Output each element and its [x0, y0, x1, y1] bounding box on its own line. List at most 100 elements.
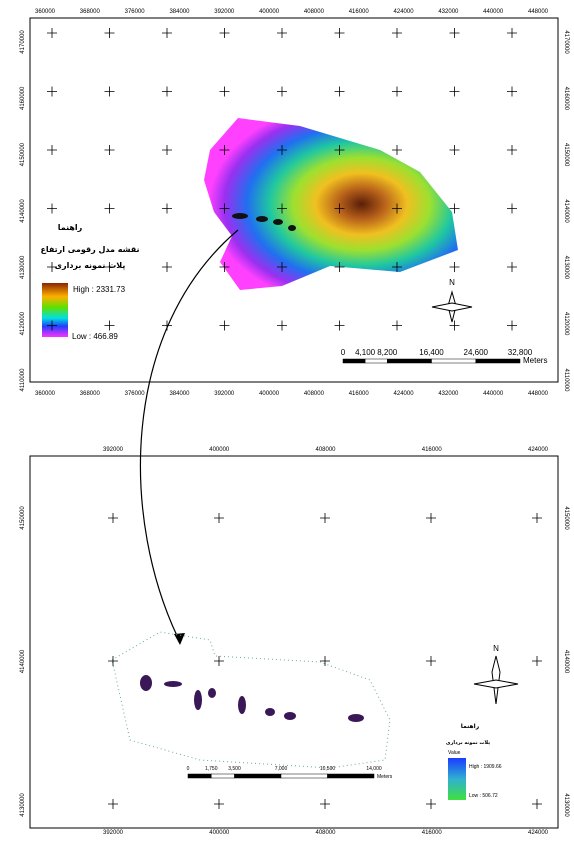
scale-segment: [211, 774, 234, 778]
x-coord-label: 448000: [528, 9, 549, 15]
y-coord-label: 4150000: [563, 143, 569, 167]
grid-cross: [392, 28, 402, 38]
grid-cross: [214, 656, 224, 666]
grid-cross: [320, 799, 330, 809]
north-label: N: [493, 644, 499, 653]
grid-cross: [214, 513, 224, 523]
grid-cross: [105, 204, 115, 214]
x-coord-label: 424000: [394, 391, 415, 397]
x-coord-label: 392000: [103, 447, 124, 453]
grid-cross: [277, 321, 287, 331]
x-coord-label: 392000: [214, 391, 235, 397]
legend-low: Low : 506.72: [469, 793, 498, 799]
y-coord-label: 4110000: [20, 368, 26, 392]
grid-cross: [532, 656, 542, 666]
grid-cross: [532, 513, 542, 523]
x-coord-label: 432000: [438, 391, 459, 397]
scale-segment: [476, 359, 520, 363]
grid-cross: [426, 513, 436, 523]
grid-cross: [507, 145, 517, 155]
x-coord-label: 416000: [349, 391, 370, 397]
x-coord-label: 424000: [528, 830, 549, 836]
page: راهنما نقشه مدل رقومی ارتفاع پلات نمونه …: [0, 0, 574, 836]
grid-cross: [108, 656, 118, 666]
grid-cross: [220, 87, 230, 97]
y-coord-label: 4170000: [563, 30, 569, 54]
y-coord-label: 4120000: [20, 311, 26, 335]
grid-cross: [335, 28, 345, 38]
scale-segment: [387, 359, 431, 363]
x-coord-label: 360000: [35, 391, 56, 397]
scale-label: 7,000: [275, 766, 288, 772]
grid-cross: [214, 799, 224, 809]
y-coord-label: 4130000: [20, 793, 26, 817]
grid-cross: [162, 28, 172, 38]
grid-cross: [392, 145, 402, 155]
scale-segment: [235, 774, 282, 778]
x-coord-label: 424000: [394, 9, 415, 15]
x-coord-label: 440000: [483, 9, 504, 15]
link-arrow: [140, 230, 238, 642]
scale-segment: [188, 774, 211, 778]
scale-label: 10,500: [320, 766, 336, 772]
y-coord-label: 4150000: [563, 506, 569, 530]
x-coord-label: 448000: [528, 391, 549, 397]
sample-plots-bottom: [140, 675, 364, 722]
bottom-frame: [30, 456, 558, 828]
grid-cross: [335, 321, 345, 331]
grid-cross: [507, 28, 517, 38]
legend-low: Low : 466.89: [72, 332, 118, 341]
scale-segment: [343, 359, 365, 363]
x-coord-label: 424000: [528, 447, 549, 453]
legend-layer: نقشه مدل رقومی ارتفاع: [40, 245, 139, 254]
y-coord-label: 4150000: [20, 506, 26, 530]
scale-label: 8,200: [377, 348, 398, 357]
grid-cross: [507, 321, 517, 331]
scale-label: 3,500: [228, 766, 241, 772]
legend-field: Value: [448, 750, 461, 756]
grid-cross: [426, 656, 436, 666]
scale-unit: Meters: [377, 774, 393, 780]
grid-cross: [320, 513, 330, 523]
legend-title: راهنما: [58, 223, 83, 232]
x-coord-label: 440000: [483, 391, 504, 397]
scale-label: 24,600: [464, 348, 489, 357]
legend-plots: پلات نمونه برداری: [55, 261, 126, 270]
grid-cross: [162, 87, 172, 97]
y-coord-label: 4160000: [20, 86, 26, 110]
grid-cross: [162, 145, 172, 155]
legend-high: High : 1909.66: [469, 764, 502, 770]
grid-cross: [105, 321, 115, 331]
grid-cross: [532, 799, 542, 809]
x-coord-label: 400000: [259, 391, 280, 397]
grid-cross: [450, 321, 460, 331]
x-coord-label: 432000: [438, 9, 459, 15]
grid-cross: [220, 28, 230, 38]
grid-cross: [105, 28, 115, 38]
grid-cross: [105, 87, 115, 97]
scale-label: 1,750: [205, 766, 218, 772]
x-coord-label: 376000: [125, 391, 146, 397]
y-coord-label: 4140000: [20, 649, 26, 673]
scale-unit: Meters: [523, 356, 547, 365]
grid-cross: [450, 28, 460, 38]
grid-cross: [162, 204, 172, 214]
y-coord-label: 4130000: [20, 255, 26, 279]
y-coord-label: 4130000: [563, 793, 569, 817]
x-coord-label: 384000: [169, 9, 190, 15]
y-coord-label: 4140000: [20, 199, 26, 223]
y-coord-label: 4140000: [563, 199, 569, 223]
grid-cross: [108, 513, 118, 523]
x-coord-label: 392000: [103, 830, 124, 836]
x-coord-label: 416000: [349, 9, 370, 15]
legend-title: راهنما: [461, 723, 480, 730]
grid-cross: [220, 321, 230, 331]
legend-high: High : 2331.73: [73, 285, 126, 294]
arrow-head: [174, 633, 185, 645]
north-label: N: [449, 278, 455, 287]
x-coord-label: 400000: [209, 447, 230, 453]
grid-cross: [426, 799, 436, 809]
x-coord-label: 408000: [304, 391, 325, 397]
grid-cross: [507, 262, 517, 272]
grid-cross: [335, 87, 345, 97]
